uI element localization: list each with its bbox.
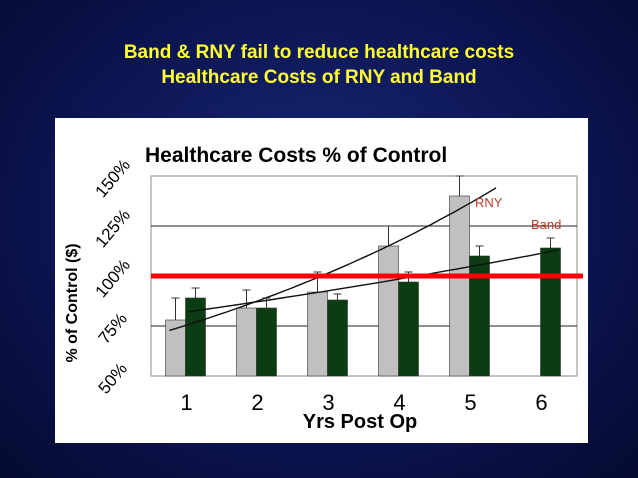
x-tick-label: 5 xyxy=(464,390,476,415)
chart-title: Healthcare Costs % of Control xyxy=(145,144,447,167)
bar-rny xyxy=(236,307,257,377)
bar-band xyxy=(398,281,419,377)
x-tick-label: 2 xyxy=(251,390,263,415)
y-tick-label: 75% xyxy=(95,309,131,347)
x-tick-label: 1 xyxy=(180,390,192,415)
bar-band xyxy=(256,307,277,377)
bar-band xyxy=(540,247,561,377)
y-tick-label: 50% xyxy=(95,359,131,397)
x-tick-label: 4 xyxy=(393,390,405,415)
x-axis-label: Yrs Post Op xyxy=(303,411,417,433)
series-label-band: Band xyxy=(531,217,561,232)
chart-panel: 50% 75% 100% 125% 150% 1 2 3 4 5 6 RNY Band Healthca… xyxy=(55,118,588,443)
y-tick-label: 150% xyxy=(92,156,135,202)
y-tick-label: 100% xyxy=(92,256,135,302)
bar-band xyxy=(327,299,348,377)
y-tick-label: 125% xyxy=(92,206,135,252)
trendline-rny xyxy=(169,187,497,332)
chart-svg: 50% 75% 100%125%150% 1 2 3 4 5 6 RNY Band Healthca… xyxy=(64,144,583,433)
bar-rny xyxy=(449,195,470,377)
x-tick-label: 3 xyxy=(322,390,334,415)
x-tick-label: 6 xyxy=(535,390,547,415)
slide-title-line-2: Healthcare Costs of RNY and Band xyxy=(161,67,477,88)
slide-title-line-1: Band & RNY fail to reduce healthcare cos… xyxy=(123,42,515,63)
bar-rny xyxy=(378,245,399,377)
bar-rny xyxy=(307,291,328,377)
y-axis-label: % of Control ($) xyxy=(64,243,81,362)
series-label-rny: RNY xyxy=(475,195,503,210)
trendline-band xyxy=(189,249,559,313)
